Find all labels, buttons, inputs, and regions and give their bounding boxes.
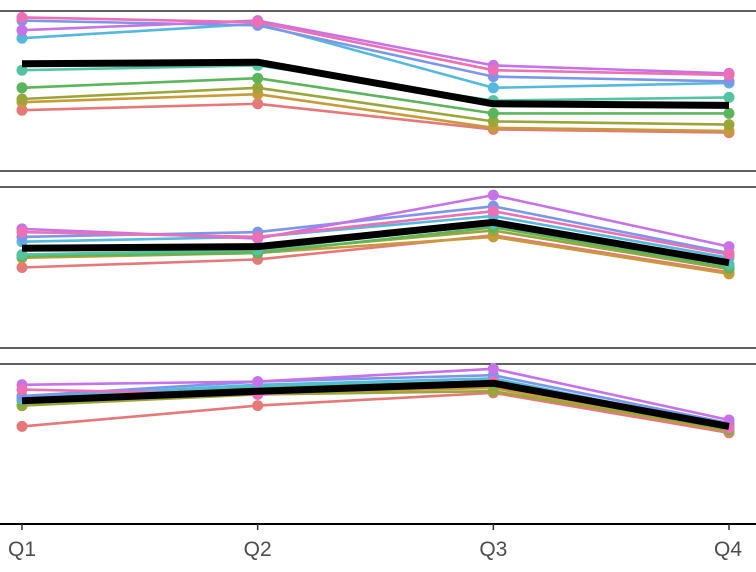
mean-line — [21, 218, 730, 267]
series-line — [21, 86, 730, 126]
series-line — [21, 76, 729, 115]
series-line — [21, 234, 730, 274]
data-point — [723, 241, 735, 253]
data-point — [723, 107, 735, 119]
data-point — [723, 249, 735, 261]
series-line — [21, 226, 730, 269]
panel-2 — [0, 186, 756, 349]
series-9 — [16, 11, 735, 81]
series-line — [21, 367, 730, 422]
panels — [0, 10, 756, 439]
series-line — [21, 214, 730, 260]
series-line — [21, 373, 730, 425]
data-point — [16, 82, 28, 94]
data-point — [723, 69, 735, 81]
data-point — [487, 205, 499, 217]
x-axis: Q1 Q2 Q3 Q4 — [0, 523, 756, 561]
data-point — [487, 115, 499, 127]
data-point — [16, 104, 28, 116]
data-point — [487, 82, 499, 94]
series-9 — [16, 205, 735, 261]
series-line — [21, 19, 730, 75]
data-point — [16, 24, 28, 36]
data-point — [16, 262, 28, 273]
series-line — [21, 391, 730, 435]
series-line — [21, 19, 730, 83]
x-tick-label: Q2 — [244, 538, 272, 561]
data-point — [16, 32, 28, 44]
x-tick-label: Q3 — [479, 538, 507, 561]
data-point — [723, 119, 735, 131]
panel-1 — [0, 10, 756, 172]
data-point — [487, 363, 499, 375]
data-point — [487, 385, 499, 397]
series-mean — [21, 58, 730, 109]
mean-line — [21, 58, 730, 109]
series-line — [21, 209, 730, 256]
data-point — [16, 384, 28, 396]
data-point — [16, 420, 28, 432]
data-point — [16, 64, 28, 76]
data-point — [252, 72, 264, 84]
series-4 — [16, 72, 735, 119]
data-point — [252, 231, 264, 243]
data-point — [487, 189, 499, 201]
data-point — [252, 82, 264, 94]
data-point — [16, 93, 28, 105]
data-point — [252, 16, 264, 28]
series-line — [21, 102, 730, 134]
data-point — [16, 249, 28, 261]
x-tick-label: Q1 — [8, 538, 36, 561]
data-point — [252, 376, 264, 388]
series-line — [21, 16, 730, 77]
data-point — [16, 11, 28, 23]
series-mean — [21, 379, 730, 430]
mean-line — [21, 379, 730, 430]
series-line — [21, 389, 730, 431]
data-point — [487, 64, 499, 76]
series-line — [21, 92, 730, 133]
panel-3 — [0, 363, 756, 439]
series-3 — [16, 82, 735, 131]
data-point — [723, 91, 735, 103]
data-point — [252, 400, 264, 412]
x-tick-label: Q4 — [714, 538, 742, 561]
series-mean — [21, 218, 730, 267]
data-point — [252, 98, 264, 110]
data-point — [16, 226, 28, 238]
series-line — [21, 22, 730, 90]
data-point — [487, 107, 499, 119]
